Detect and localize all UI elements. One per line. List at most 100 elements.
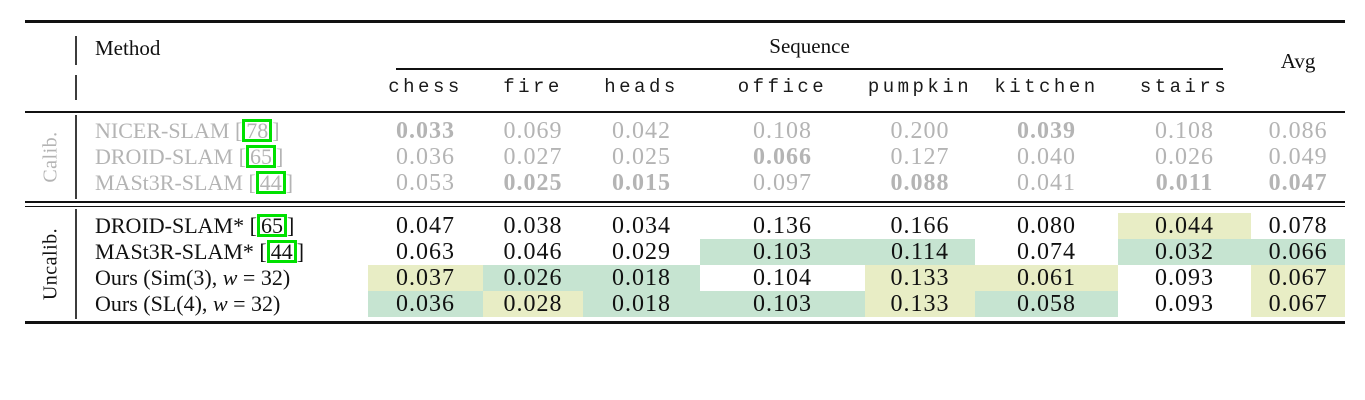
value-cell: 0.041 bbox=[1017, 170, 1076, 196]
table-section-calib: Calib. NICER-SLAM [78] 0.033 0.069 0.042 0.10… bbox=[25, 112, 1346, 202]
value-cell: 0.200 bbox=[890, 118, 950, 144]
value-cell: 0.027 bbox=[503, 144, 563, 170]
value-cell: 0.069 bbox=[503, 118, 563, 144]
value-cell: 0.067 bbox=[1251, 290, 1346, 317]
value-cell: 0.133 bbox=[865, 290, 975, 317]
method-cell: MASt3R-SLAM [44] bbox=[95, 170, 294, 195]
value-cell: 0.066 bbox=[1251, 238, 1346, 265]
value-cell: 0.074 bbox=[1017, 238, 1076, 265]
table-row: DROID-SLAM* [65] 0.047 0.038 0.034 0.136 0.16… bbox=[25, 212, 1345, 239]
value-cell: 0.108 bbox=[1155, 118, 1215, 144]
header-row-top: Method Sequence Avg bbox=[25, 22, 1345, 73]
method-name-part: = 32) bbox=[237, 264, 291, 290]
value-cell: 0.078 bbox=[1268, 212, 1328, 239]
value-cell: 0.104 bbox=[753, 264, 812, 291]
value-cell: 0.011 bbox=[1155, 170, 1214, 196]
citation-link[interactable]: 78 bbox=[242, 119, 273, 142]
method-name-part: DROID-SLAM bbox=[95, 144, 239, 169]
column-header-chess: chess bbox=[388, 75, 463, 98]
avg-header-label: Avg bbox=[1280, 48, 1316, 73]
value-cell: 0.032 bbox=[1118, 238, 1252, 265]
column-header-heads: heads bbox=[604, 75, 679, 98]
value-cell: 0.025 bbox=[503, 170, 563, 196]
method-cell: NICER-SLAM [78] bbox=[95, 118, 280, 143]
value-cell: 0.034 bbox=[612, 212, 671, 239]
value-cell: 0.166 bbox=[890, 212, 950, 239]
value-cell: 0.049 bbox=[1268, 144, 1328, 170]
method-name-part: MASt3R-SLAM bbox=[95, 170, 249, 195]
value-cell: 0.133 bbox=[865, 264, 975, 291]
value-cell: 0.061 bbox=[975, 264, 1118, 291]
value-cell: 0.025 bbox=[612, 144, 671, 170]
value-cell: 0.046 bbox=[503, 238, 563, 265]
value-cell: 0.047 bbox=[396, 212, 455, 239]
table-row: MASt3R-SLAM [44] 0.053 0.025 0.015 0.097 0.08… bbox=[25, 170, 1345, 196]
table-header: Method Sequence Avg chess fire heads office… bbox=[25, 22, 1346, 112]
citation-link[interactable]: 44 bbox=[255, 171, 286, 194]
column-header-avg: Avg bbox=[1251, 22, 1345, 113]
results-table: Method Sequence Avg chess fire heads office… bbox=[25, 20, 1346, 324]
value-cell: 0.026 bbox=[483, 264, 583, 291]
value-cell: 0.042 bbox=[612, 118, 671, 144]
method-name-part: w bbox=[222, 264, 238, 290]
group-cell: Uncalib. bbox=[25, 207, 77, 323]
value-cell: 0.058 bbox=[975, 290, 1118, 317]
value-cell: 0.093 bbox=[1155, 290, 1215, 317]
table-row: Ours (Sim(3), w = 32) 0.037 0.026 0.018 0.10… bbox=[25, 264, 1346, 291]
table-row: MASt3R-SLAM* [44] 0.063 0.046 0.029 0.103 0.1… bbox=[25, 238, 1346, 265]
method-name-part: Ours (SL(4), bbox=[95, 290, 213, 316]
value-cell: 0.103 bbox=[700, 238, 865, 265]
results-table-container: Method Sequence Avg chess fire heads office… bbox=[25, 20, 1346, 324]
value-cell: 0.093 bbox=[1155, 264, 1215, 291]
value-cell: 0.103 bbox=[700, 290, 865, 317]
value-cell: 0.114 bbox=[865, 238, 975, 265]
table-row: Ours (SL(4), w = 32) 0.036 0.028 0.018 0.103… bbox=[25, 290, 1346, 317]
citation-link[interactable]: 44 bbox=[266, 239, 297, 263]
value-cell: 0.053 bbox=[396, 170, 455, 196]
value-cell: 0.036 bbox=[396, 144, 455, 170]
value-cell: 0.018 bbox=[583, 264, 700, 291]
table-row: NICER-SLAM [78] 0.033 0.069 0.042 0.108 0.200… bbox=[25, 118, 1345, 144]
value-cell: 0.028 bbox=[483, 290, 583, 317]
value-cell: 0.108 bbox=[753, 118, 812, 144]
value-cell: 0.067 bbox=[1251, 264, 1346, 291]
method-name-part: MASt3R-SLAM* bbox=[95, 238, 260, 264]
value-cell: 0.066 bbox=[753, 144, 812, 170]
method-name-part: = 32) bbox=[227, 290, 281, 316]
method-name-part: w bbox=[212, 290, 228, 316]
value-cell: 0.040 bbox=[1017, 144, 1076, 170]
column-header-office: office bbox=[737, 75, 828, 98]
column-header-fire: fire bbox=[503, 75, 563, 98]
citation-link[interactable]: 65 bbox=[256, 213, 287, 237]
column-header-method: Method bbox=[77, 22, 368, 113]
column-header-kitchen: kitchen bbox=[994, 75, 1099, 98]
value-cell: 0.018 bbox=[583, 290, 700, 317]
value-cell: 0.097 bbox=[753, 170, 812, 196]
method-name-part: NICER-SLAM bbox=[95, 118, 235, 143]
method-cell: MASt3R-SLAM* [44] bbox=[95, 238, 305, 264]
value-cell: 0.029 bbox=[612, 238, 671, 265]
group-label-uncalib: Uncalib. bbox=[39, 227, 62, 301]
value-cell: 0.063 bbox=[396, 238, 455, 265]
table-section-uncalib: Uncalib. DROID-SLAM* [65] 0.047 0.038 0.034 0… bbox=[25, 206, 1346, 323]
value-cell: 0.036 bbox=[368, 290, 483, 317]
method-name-part: Ours (Sim(3), bbox=[95, 264, 223, 290]
method-cell: Ours (Sim(3), w = 32) bbox=[77, 265, 368, 291]
method-header-label: Method bbox=[95, 36, 161, 60]
value-cell: 0.127 bbox=[890, 144, 950, 170]
citation-link[interactable]: 65 bbox=[245, 145, 276, 168]
method-cell: DROID-SLAM [65] bbox=[95, 144, 284, 169]
sequence-header-row: chess fire heads office pumpkin kitchen stairs bbox=[25, 70, 1345, 112]
method-cell: Ours (SL(4), w = 32) bbox=[77, 291, 368, 317]
value-cell: 0.015 bbox=[612, 170, 671, 196]
value-cell: 0.136 bbox=[753, 212, 812, 239]
value-cell: 0.037 bbox=[368, 264, 483, 291]
column-group-sequence: Sequence bbox=[368, 22, 1251, 70]
group-label-calib: Calib. bbox=[39, 131, 62, 183]
value-cell: 0.047 bbox=[1268, 170, 1328, 196]
column-header-pumpkin: pumpkin bbox=[867, 75, 973, 98]
group-cell: Calib. bbox=[25, 112, 77, 202]
method-name-part: DROID-SLAM* bbox=[95, 212, 250, 238]
header-group-spacer bbox=[25, 70, 77, 112]
